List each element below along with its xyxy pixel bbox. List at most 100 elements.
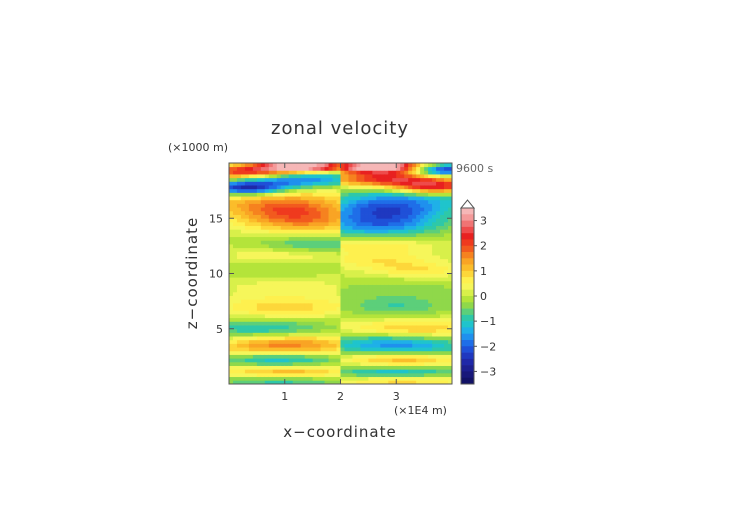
- heatmap-cell: [444, 177, 449, 182]
- heatmap-cell: [444, 192, 449, 197]
- heatmap-cell: [368, 218, 373, 223]
- heatmap-cell: [324, 262, 329, 267]
- heatmap-cell: [260, 236, 266, 241]
- heatmap-cell: [356, 255, 361, 260]
- heatmap-cell: [392, 199, 397, 204]
- heatmap-cell: [368, 277, 373, 282]
- heatmap-cell: [292, 299, 298, 304]
- heatmap-cell: [356, 321, 361, 326]
- heatmap-cell: [292, 336, 298, 341]
- heatmap-cell: [388, 188, 393, 193]
- heatmap-cell: [292, 358, 298, 363]
- heatmap-cell: [344, 203, 349, 208]
- heatmap-cell: [404, 354, 409, 359]
- heatmap-cell: [424, 181, 429, 186]
- heatmap-cell: [344, 170, 349, 175]
- heatmap-cell: [360, 328, 365, 333]
- heatmap-cell: [380, 321, 385, 326]
- heatmap-cell: [280, 343, 286, 348]
- heatmap-cell: [328, 295, 333, 300]
- heatmap-cell: [448, 185, 452, 190]
- heatmap-cell: [244, 325, 250, 330]
- heatmap-cell: [368, 177, 373, 182]
- heatmap-cell: [252, 251, 258, 256]
- heatmap-cell: [240, 163, 246, 168]
- heatmap-cell: [408, 380, 413, 384]
- heatmap-cell: [288, 181, 294, 186]
- heatmap-cell: [364, 361, 369, 366]
- heatmap-cell: [268, 273, 274, 278]
- heatmap-cell: [244, 372, 250, 378]
- heatmap-cell: [428, 170, 433, 175]
- heatmap-cell: [260, 350, 266, 355]
- heatmap-cell: [280, 240, 286, 245]
- heatmap-cell: [384, 358, 389, 363]
- heatmap-cell: [276, 339, 282, 344]
- heatmap-cell: [420, 166, 425, 171]
- heatmap-cell: [376, 288, 381, 293]
- heatmap-cell: [264, 358, 270, 363]
- heatmap-cell: [380, 258, 385, 263]
- heatmap-cell: [432, 192, 437, 197]
- heatmap-cell: [304, 232, 310, 238]
- heatmap-cell: [388, 229, 393, 234]
- heatmap-cell: [384, 255, 389, 260]
- heatmap-cell: [368, 291, 373, 296]
- heatmap-cell: [252, 269, 258, 274]
- heatmap-cell: [420, 244, 425, 249]
- heatmap-cell: [332, 221, 337, 227]
- heatmap-cell: [392, 266, 397, 271]
- heatmap-cell: [432, 185, 437, 190]
- heatmap-cell: [292, 262, 298, 267]
- heatmap-cell: [229, 376, 234, 381]
- heatmap-cell: [400, 284, 405, 289]
- heatmap-cell: [412, 214, 417, 219]
- heatmap-cell: [276, 185, 282, 190]
- heatmap-cell: [364, 262, 369, 267]
- heatmap-cell: [232, 210, 238, 215]
- heatmap-cell: [300, 365, 306, 370]
- heatmap-cell: [372, 372, 377, 378]
- heatmap-cell: [360, 280, 365, 285]
- heatmap-cell: [316, 380, 321, 384]
- heatmap-cell: [400, 376, 405, 381]
- heatmap-cell: [332, 251, 337, 256]
- heatmap-cell: [424, 310, 429, 315]
- heatmap-cell: [448, 266, 452, 271]
- heatmap-cell: [364, 163, 369, 168]
- heatmap-cell: [280, 350, 286, 355]
- heatmap-cell: [420, 262, 425, 267]
- heatmap-cell: [376, 221, 381, 227]
- heatmap-cell: [352, 181, 357, 186]
- heatmap-cell: [276, 174, 282, 179]
- heatmap-cell: [344, 236, 349, 241]
- heatmap-cell: [320, 163, 325, 168]
- heatmap-cell: [388, 192, 393, 197]
- heatmap-cell: [412, 266, 417, 271]
- heatmap-cell: [336, 207, 341, 212]
- heatmap-cell: [300, 295, 306, 300]
- heatmap-cell: [264, 255, 270, 260]
- heatmap-cell: [372, 225, 377, 230]
- heatmap-cell: [312, 221, 318, 227]
- heatmap-cell: [444, 277, 449, 282]
- heatmap-cell: [236, 218, 242, 223]
- heatmap-cell: [340, 174, 345, 179]
- heatmap-cell: [444, 347, 449, 352]
- heatmap-cell: [328, 181, 333, 186]
- heatmap-cell: [268, 236, 274, 241]
- heatmap-cell: [428, 291, 433, 296]
- heatmap-cell: [372, 306, 377, 311]
- heatmap-cell: [336, 380, 341, 384]
- heatmap-cell: [284, 284, 290, 289]
- heatmap-cell: [240, 255, 246, 260]
- heatmap-cell: [352, 251, 357, 256]
- heatmap-cell: [396, 221, 401, 227]
- heatmap-cell: [400, 214, 405, 219]
- heatmap-cell: [316, 350, 321, 355]
- heatmap-cell: [376, 273, 381, 278]
- heatmap-cell: [372, 255, 377, 260]
- heatmap-cell: [348, 199, 353, 204]
- heatmap-cell: [316, 306, 321, 311]
- heatmap-cell: [308, 192, 314, 197]
